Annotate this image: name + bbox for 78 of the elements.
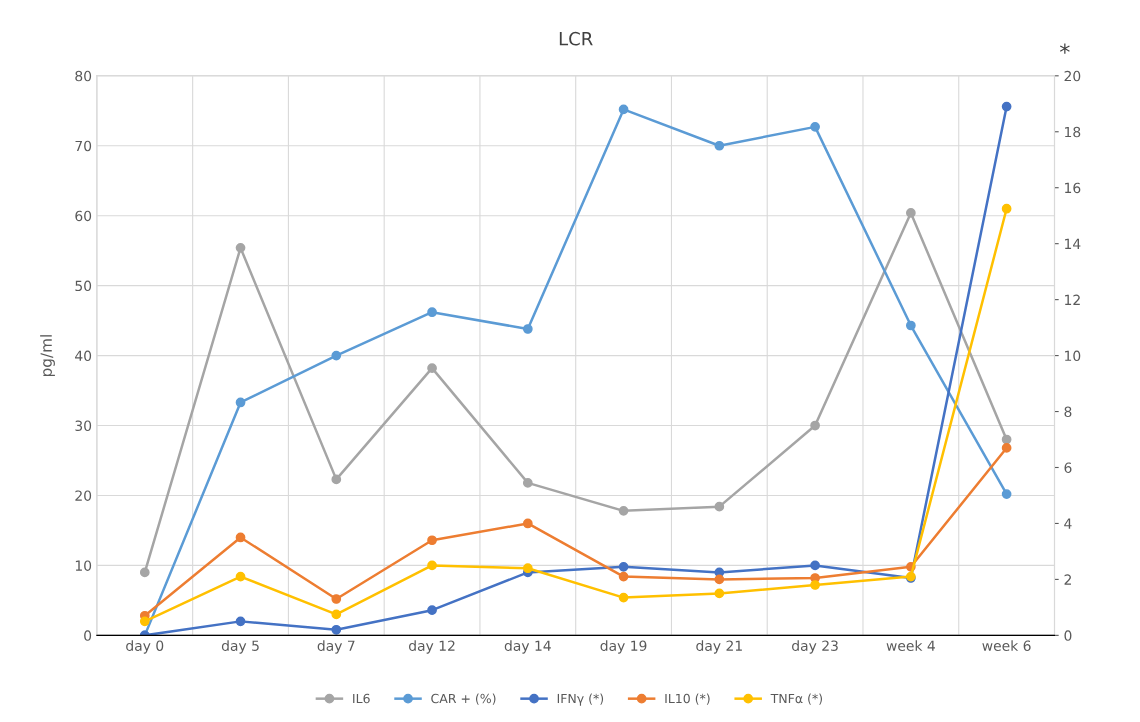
y-tick-label: 60 bbox=[75, 210, 92, 222]
point bbox=[618, 104, 629, 115]
point bbox=[905, 208, 916, 218]
x-tick-label: week 6 bbox=[982, 640, 1031, 651]
point bbox=[810, 122, 820, 132]
x-tick-label: day 12 bbox=[409, 640, 455, 654]
x-tick-label: day 21 bbox=[696, 640, 742, 654]
point bbox=[714, 574, 725, 585]
point bbox=[235, 571, 246, 582]
point bbox=[1001, 489, 1012, 499]
y-tick-label: 30 bbox=[75, 420, 92, 431]
y2-tick-label: 2 bbox=[1064, 574, 1071, 585]
point bbox=[139, 616, 150, 627]
y-tick-label: 10 bbox=[75, 560, 92, 571]
y2-tick-label: 14 bbox=[1065, 238, 1081, 249]
point bbox=[714, 140, 725, 151]
y-tick-label: 40 bbox=[75, 350, 92, 362]
point bbox=[810, 420, 820, 431]
x-tick-label: day 14 bbox=[504, 640, 551, 654]
chart-title: LCR bbox=[559, 31, 593, 46]
point bbox=[522, 518, 533, 529]
point bbox=[331, 474, 342, 485]
point bbox=[1001, 203, 1012, 214]
point bbox=[235, 532, 246, 543]
legend-label: IL10 (*) bbox=[665, 693, 710, 705]
point bbox=[427, 307, 437, 318]
point bbox=[427, 560, 437, 571]
point bbox=[331, 609, 342, 620]
y2-tick-label: 4 bbox=[1064, 518, 1072, 529]
point bbox=[235, 243, 246, 253]
y2-tick-label: 8 bbox=[1064, 406, 1072, 418]
point bbox=[427, 605, 437, 616]
y2-tick-label: 20 bbox=[1064, 70, 1081, 82]
x-tick-label: week 4 bbox=[886, 640, 935, 651]
y2-axis-title: * bbox=[1059, 43, 1070, 54]
y2-tick-label: 0 bbox=[1064, 630, 1072, 641]
y2-tick-label: 6 bbox=[1064, 462, 1072, 473]
y2-tick-label: 16 bbox=[1065, 182, 1081, 194]
x-tick-label: day 0 bbox=[126, 640, 164, 654]
point bbox=[618, 571, 629, 582]
y-tick-label: 50 bbox=[75, 280, 92, 292]
x-tick-label: day 7 bbox=[317, 640, 355, 654]
y-tick-label: 80 bbox=[75, 70, 92, 82]
point bbox=[235, 616, 246, 627]
point bbox=[235, 397, 246, 408]
point bbox=[810, 580, 820, 590]
point bbox=[618, 505, 629, 516]
point bbox=[427, 363, 437, 374]
point bbox=[522, 324, 533, 334]
point bbox=[522, 478, 533, 488]
y-tick-label: 70 bbox=[75, 140, 92, 152]
point bbox=[714, 501, 725, 512]
point bbox=[331, 624, 342, 635]
point bbox=[1001, 101, 1012, 112]
y-tick-label: 20 bbox=[75, 490, 92, 501]
y2-tick-label: 12 bbox=[1065, 294, 1080, 305]
legend-label: IFNγ (*) bbox=[557, 693, 604, 706]
point bbox=[1001, 443, 1012, 453]
y-axis-title: pg/ml bbox=[40, 335, 55, 377]
point bbox=[618, 592, 629, 603]
legend-label: TNFα (*) bbox=[770, 693, 822, 705]
x-tick-label: day 5 bbox=[221, 640, 259, 654]
point bbox=[810, 560, 820, 571]
y2-tick-label: 18 bbox=[1065, 126, 1081, 138]
point bbox=[427, 535, 437, 546]
point bbox=[331, 350, 342, 361]
y-tick-label: 0 bbox=[84, 630, 92, 641]
point bbox=[905, 320, 916, 331]
point bbox=[139, 567, 150, 578]
legend-label: CAR + (%) bbox=[431, 693, 496, 705]
point bbox=[522, 563, 533, 574]
x-tick-label: day 23 bbox=[792, 640, 838, 654]
x-tick-label: day 19 bbox=[600, 640, 647, 654]
y2-tick-label: 10 bbox=[1065, 350, 1081, 362]
point bbox=[714, 588, 725, 599]
legend-label: IL6 bbox=[353, 693, 370, 704]
point bbox=[618, 561, 629, 572]
point bbox=[331, 594, 342, 604]
